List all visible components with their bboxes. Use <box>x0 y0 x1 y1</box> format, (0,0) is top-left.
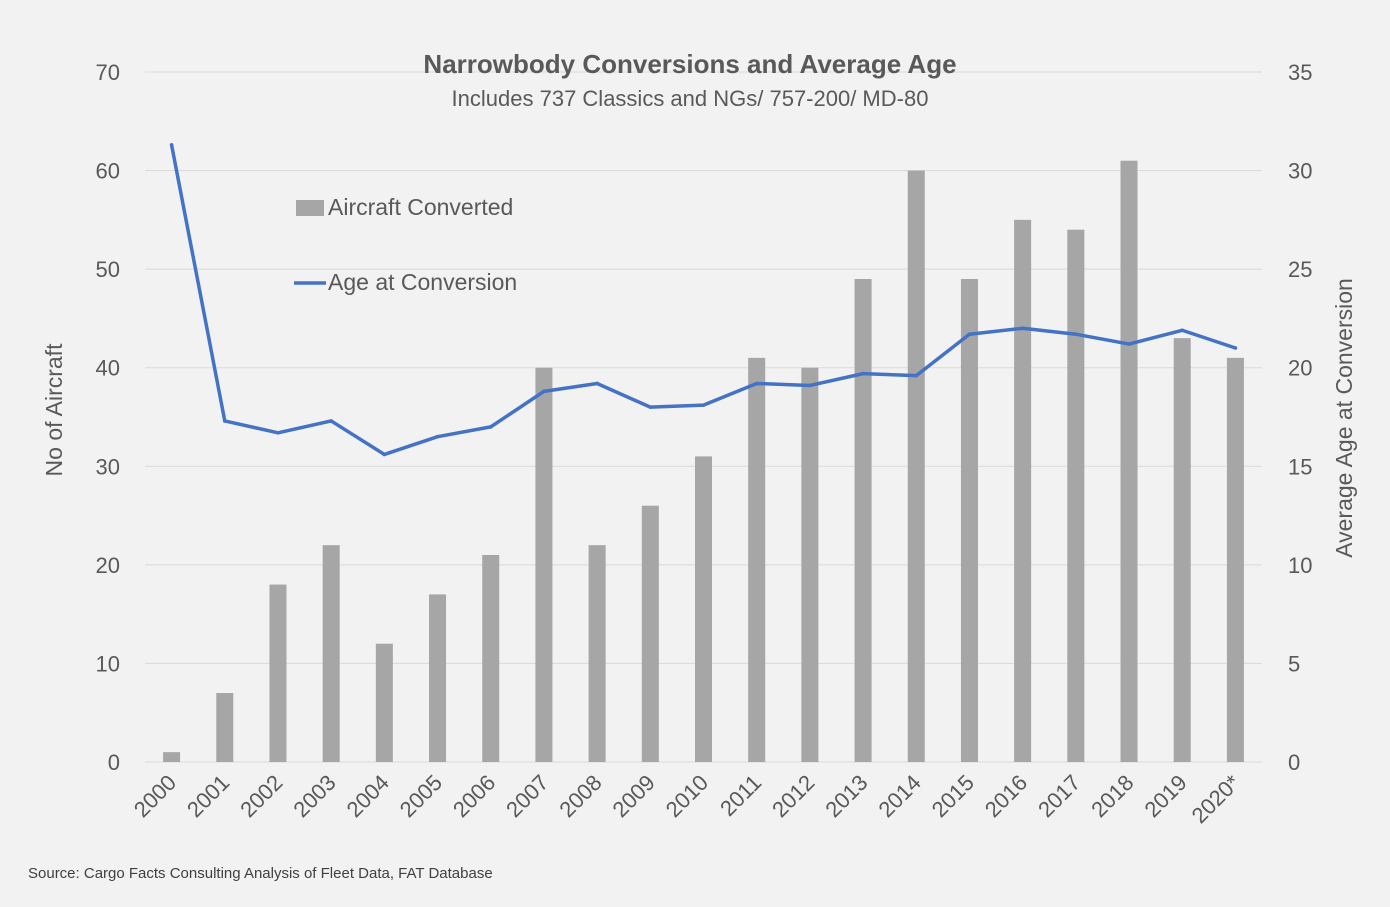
bar <box>641 505 659 762</box>
bar <box>907 170 925 763</box>
line-point <box>276 430 280 435</box>
line-point <box>595 381 599 386</box>
line-point <box>861 371 865 376</box>
bar <box>1067 229 1085 762</box>
line-point <box>701 403 706 407</box>
bar <box>1173 338 1191 762</box>
chart-subtitle: Includes 737 Classics and NGs/ 757-200/ … <box>452 86 929 111</box>
line-point <box>542 389 546 394</box>
left-tick-label: 0 <box>108 750 120 775</box>
bar <box>535 367 553 762</box>
right-axis-ticks: 0 5 10 15 20 25 30 35 <box>1288 60 1312 775</box>
right-tick-label: 25 <box>1288 257 1312 282</box>
bar <box>482 555 500 762</box>
bar <box>375 643 393 762</box>
left-tick-label: 50 <box>96 257 120 282</box>
legend-label-age-at-conversion: Age at Conversion <box>328 269 517 295</box>
line-point <box>648 405 653 409</box>
bar <box>163 752 181 762</box>
line-point <box>488 425 493 429</box>
right-tick-label: 20 <box>1288 356 1312 381</box>
line-point <box>1020 326 1025 331</box>
line-point <box>967 332 972 337</box>
line-point <box>914 373 919 378</box>
left-tick-label: 20 <box>96 553 120 578</box>
line-point <box>169 143 174 147</box>
line-point <box>382 452 387 457</box>
line-point <box>222 419 227 423</box>
bar <box>1120 160 1138 762</box>
bar <box>1014 219 1032 762</box>
bar <box>322 545 340 762</box>
bar <box>748 357 766 762</box>
line-point <box>808 383 812 388</box>
line-point <box>435 434 440 439</box>
bar <box>429 594 447 762</box>
source-note: Source: Cargo Facts Consulting Analysis … <box>28 865 493 882</box>
bar <box>801 367 819 762</box>
line-point <box>1074 332 1078 337</box>
line-point <box>1180 328 1185 333</box>
left-tick-label: 10 <box>96 651 120 676</box>
bar <box>960 279 978 762</box>
bar <box>694 456 713 762</box>
line-point <box>1233 346 1238 350</box>
right-tick-label: 15 <box>1288 454 1312 479</box>
legend-label-aircraft-converted: Aircraft Converted <box>328 194 513 220</box>
chart-title: Narrowbody Conversions and Average Age <box>423 49 956 79</box>
right-axis-title: Average Age at Conversion <box>1331 278 1357 558</box>
line-series-age-at-conversion <box>169 143 1238 457</box>
line-point <box>1127 342 1131 346</box>
left-tick-label: 30 <box>96 454 120 479</box>
bar <box>216 693 234 762</box>
line-point <box>754 381 759 386</box>
left-tick-label: 60 <box>96 159 120 184</box>
left-tick-label: 40 <box>96 356 120 381</box>
bar <box>588 545 606 762</box>
bar <box>269 584 287 762</box>
bar <box>854 279 872 762</box>
left-tick-label: 70 <box>96 60 120 85</box>
line-point <box>329 419 333 423</box>
right-tick-label: 30 <box>1288 159 1312 184</box>
left-axis-ticks: 0 10 20 30 40 50 60 70 <box>96 60 120 775</box>
bar-series-aircraft-converted <box>163 160 1244 763</box>
legend: Aircraft Converted Age at Conversion <box>294 194 517 295</box>
right-tick-label: 10 <box>1288 553 1312 578</box>
legend-swatch-aircraft-converted <box>296 200 324 216</box>
right-tick-label: 35 <box>1288 60 1312 85</box>
left-axis-title: No of Aircraft <box>41 343 67 477</box>
bar <box>1226 357 1244 762</box>
right-tick-label: 0 <box>1288 750 1300 775</box>
right-tick-label: 5 <box>1288 651 1300 676</box>
